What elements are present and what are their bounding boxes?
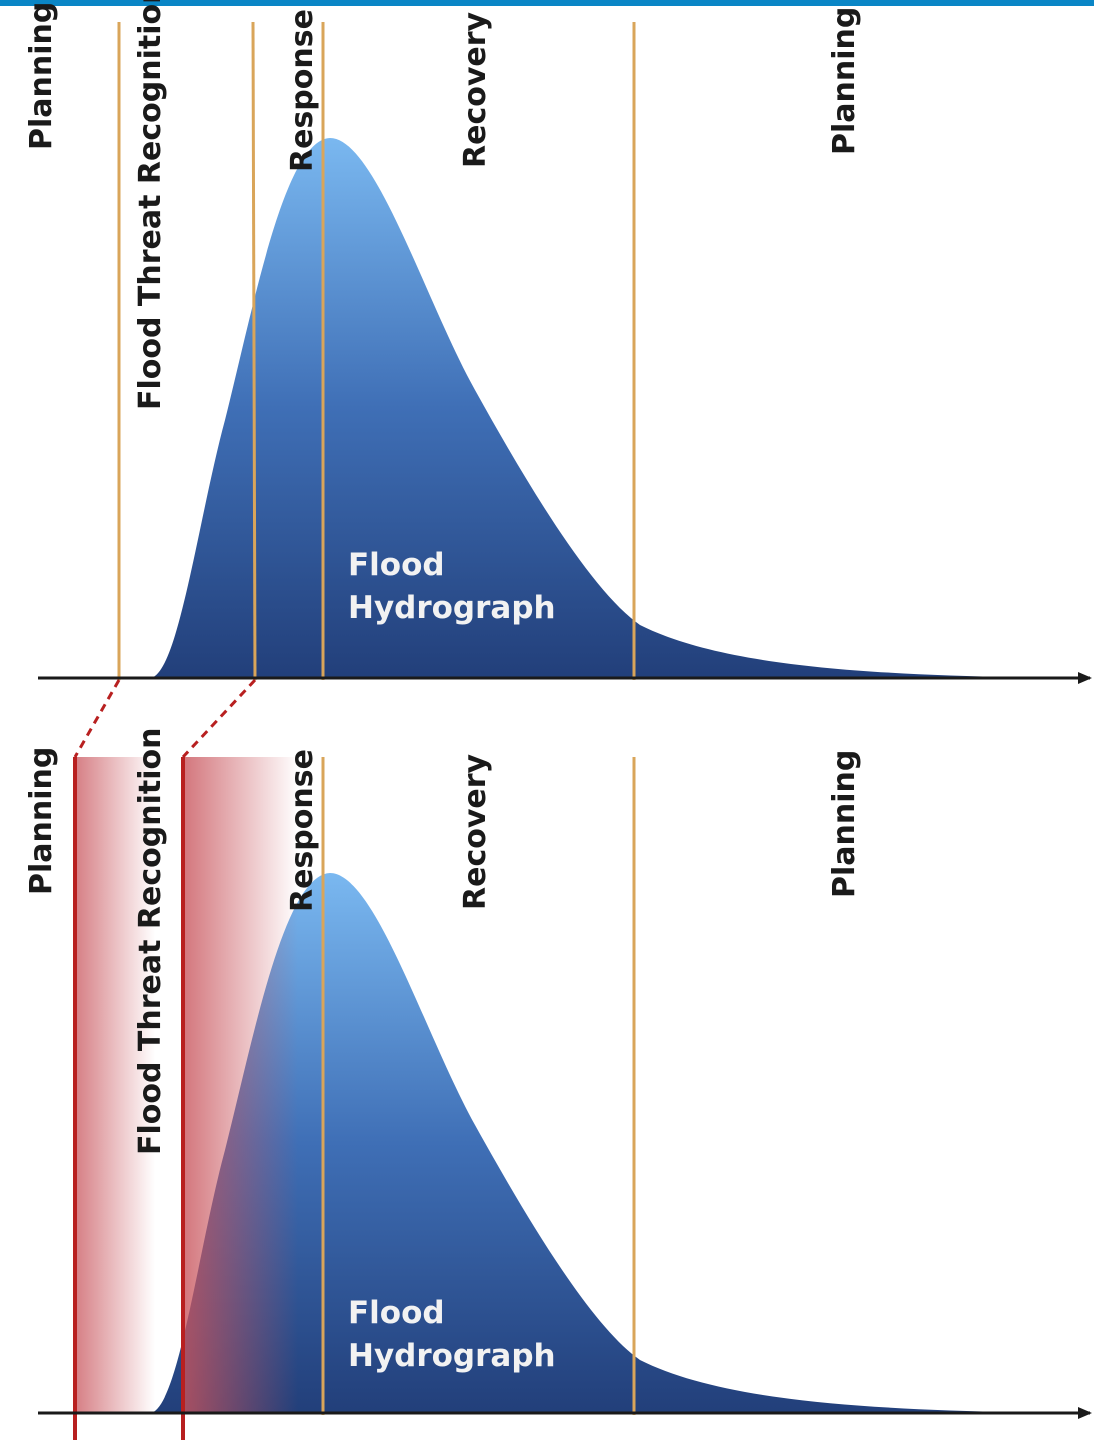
top-phase-planning-after: Planning xyxy=(827,7,862,155)
top-phase-flood-threat-recognition: Flood Threat Recognition xyxy=(133,0,168,410)
top-divider-response xyxy=(251,21,257,681)
bottom-hydrograph-label-line2: Hydrograph xyxy=(348,1338,556,1374)
top-hydrograph-area xyxy=(38,138,1070,678)
top-phase-planning-before: Planning xyxy=(24,2,59,150)
bottom-phase-flood-threat-recognition: Flood Threat Recognition xyxy=(133,728,168,1155)
connector-dashed-response xyxy=(181,678,257,759)
top-hydrograph-label-line1: Flood xyxy=(348,547,445,583)
bottom-phase-planning-before: Planning xyxy=(24,747,59,895)
bottom-early-warning-shade-1 xyxy=(75,757,155,1413)
bottom-phase-response: Response xyxy=(285,749,320,912)
top-hydrograph-label-line2: Hydrograph xyxy=(348,590,556,626)
top-accent-bar xyxy=(0,0,1094,6)
bottom-phase-recovery: Recovery xyxy=(458,753,493,910)
bottom-phase-planning-after: Planning xyxy=(827,750,862,898)
top-panel: Planning Flood Threat Recognition Respon… xyxy=(24,0,1092,684)
top-phase-response: Response xyxy=(285,9,320,172)
bottom-early-warning-shade-2 xyxy=(183,757,298,1413)
bottom-panel: Planning Flood Threat Recognition Respon… xyxy=(24,728,1092,1440)
top-phase-recovery: Recovery xyxy=(458,11,493,168)
connector-dashed-recognition xyxy=(73,679,121,758)
bottom-hydrograph-label-line1: Flood xyxy=(348,1295,445,1331)
